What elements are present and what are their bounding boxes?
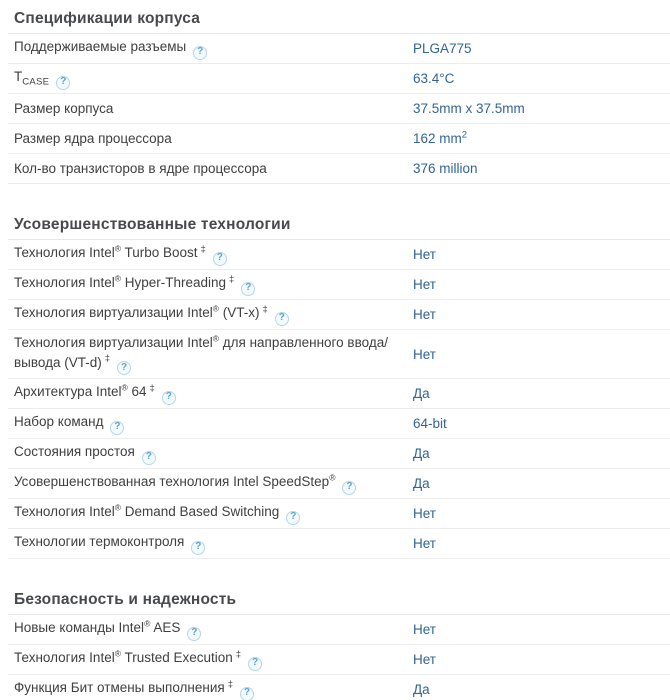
spec-value: Да bbox=[413, 446, 430, 461]
help-icon[interactable]: ? bbox=[342, 480, 357, 495]
spec-value: Нет bbox=[413, 506, 436, 521]
help-icon[interactable]: ? bbox=[193, 45, 208, 60]
spec-label: Архитектура Intel® 64 ‡? bbox=[14, 379, 413, 407]
spec-value: Да bbox=[413, 476, 430, 491]
spec-row: Кол-во транзисторов в ядре процессора 376… bbox=[8, 154, 670, 184]
spec-value: Нет bbox=[413, 652, 436, 667]
help-icon[interactable]: ? bbox=[239, 686, 254, 700]
spec-label: Набор команд? bbox=[14, 409, 413, 437]
value-superscript: 2 bbox=[461, 129, 468, 141]
registered-trademark-symbol: ® bbox=[144, 618, 151, 629]
spec-value: PLGA775 bbox=[413, 41, 472, 56]
spec-value: 376 million bbox=[413, 161, 478, 176]
section-title: Безопасность и надежность bbox=[8, 585, 670, 615]
registered-trademark-symbol: ® bbox=[114, 648, 121, 659]
help-icon[interactable]: ? bbox=[110, 420, 125, 435]
spec-row: TCASE? 63.4°C bbox=[8, 64, 670, 94]
registered-trademark-symbol: ® bbox=[212, 303, 220, 314]
spec-row: Новые команды Intel® AES? Нет bbox=[8, 615, 670, 645]
spec-value: Нет bbox=[413, 247, 436, 262]
spec-row: Архитектура Intel® 64 ‡? Да bbox=[8, 379, 670, 409]
help-icon[interactable]: ? bbox=[117, 360, 132, 375]
spec-value: Нет bbox=[413, 536, 436, 551]
spec-section: Спецификации корпуса Поддерживаемые разъе… bbox=[8, 4, 670, 184]
spec-label: Технология виртуализации Intel® (VT-x) ‡? bbox=[14, 300, 413, 328]
spec-row: Поддерживаемые разъемы? PLGA775 bbox=[8, 34, 670, 64]
spec-row: Технология Intel® Trusted Execution ‡? Нет bbox=[8, 645, 670, 675]
spec-label: Новые команды Intel® AES? bbox=[14, 615, 413, 643]
spec-section: Безопасность и надежность Новые команды I… bbox=[8, 585, 670, 700]
spec-value: 63.4°C bbox=[413, 71, 455, 86]
section-title: Усовершенствованные технологии bbox=[8, 210, 670, 240]
help-icon[interactable]: ? bbox=[141, 450, 156, 465]
spec-label: Технология Intel® Turbo Boost ‡? bbox=[14, 240, 413, 268]
spec-section: Усовершенствованные технологии Технология… bbox=[8, 210, 670, 559]
help-icon[interactable]: ? bbox=[56, 75, 71, 90]
spec-label: Усовершенствованная технология Intel Spe… bbox=[14, 469, 413, 497]
spec-label: Кол-во транзисторов в ядре процессора bbox=[14, 160, 267, 176]
spec-label: Технологии термоконтроля? bbox=[14, 529, 413, 557]
registered-trademark-symbol: ® bbox=[114, 243, 121, 254]
spec-value: Нет bbox=[413, 307, 436, 322]
spec-label: Функция Бит отмены выполнения ‡? bbox=[14, 675, 413, 700]
spec-value: Да bbox=[413, 386, 430, 401]
spec-value: Нет bbox=[413, 346, 436, 362]
spec-label: Технология виртуализации Intel® для напр… bbox=[14, 330, 413, 378]
spec-value: Нет bbox=[413, 622, 436, 637]
spec-row: Технология виртуализации Intel® (VT-x) ‡?… bbox=[8, 300, 670, 330]
registered-trademark-symbol: ® bbox=[121, 382, 128, 393]
double-dagger-footnote: ‡ bbox=[149, 382, 155, 394]
spec-row: Размер ядра процессора 162 mm2 bbox=[8, 124, 670, 154]
spec-row: Технология Intel® Turbo Boost ‡? Нет bbox=[8, 240, 670, 270]
help-icon[interactable]: ? bbox=[187, 626, 202, 641]
spec-row: Набор команд? 64-bit bbox=[8, 409, 670, 439]
spec-value: Нет bbox=[413, 277, 436, 292]
help-icon[interactable]: ? bbox=[191, 540, 206, 555]
spec-label: Технология Intel® Trusted Execution ‡? bbox=[14, 645, 413, 673]
spec-value: 37.5mm x 37.5mm bbox=[413, 101, 525, 116]
spec-row: Размер корпуса 37.5mm x 37.5mm bbox=[8, 94, 670, 124]
spec-label: Технология Intel® Demand Based Switching… bbox=[14, 499, 413, 527]
spec-label: Состояния простоя? bbox=[14, 439, 413, 467]
spec-label: Размер корпуса bbox=[14, 100, 114, 116]
registered-trademark-symbol: ® bbox=[114, 502, 121, 513]
spec-row: Технология Intel® Demand Based Switching… bbox=[8, 499, 670, 529]
spec-row: Состояния простоя? Да bbox=[8, 439, 670, 469]
double-dagger-footnote: ‡ bbox=[227, 678, 233, 690]
spec-sections: Спецификации корпуса Поддерживаемые разъе… bbox=[8, 4, 670, 700]
spec-value: Да bbox=[413, 682, 430, 697]
double-dagger-footnote: ‡ bbox=[235, 648, 242, 660]
double-dagger-footnote: ‡ bbox=[200, 243, 206, 255]
help-icon[interactable]: ? bbox=[274, 311, 289, 326]
spec-label: Поддерживаемые разъемы? bbox=[14, 34, 413, 62]
double-dagger-footnote: ‡ bbox=[229, 273, 235, 285]
help-icon[interactable]: ? bbox=[212, 251, 227, 266]
spec-row: Усовершенствованная технология Intel Spe… bbox=[8, 469, 670, 499]
registered-trademark-symbol: ® bbox=[212, 333, 220, 344]
spec-row: Технологии термоконтроля? Нет bbox=[8, 529, 670, 559]
spec-row: Технология виртуализации Intel® для напр… bbox=[8, 330, 670, 379]
spec-value: 64-bit bbox=[413, 416, 447, 431]
spec-label: Технология Intel® Hyper-Threading ‡? bbox=[14, 270, 413, 298]
spec-row: Технология Intel® Hyper-Threading ‡? Нет bbox=[8, 270, 670, 300]
section-title: Спецификации корпуса bbox=[8, 4, 670, 34]
registered-trademark-symbol: ® bbox=[329, 472, 336, 483]
help-icon[interactable]: ? bbox=[161, 390, 176, 405]
help-icon[interactable]: ? bbox=[248, 656, 263, 671]
help-icon[interactable]: ? bbox=[241, 281, 256, 296]
spec-row: Функция Бит отмены выполнения ‡? Да bbox=[8, 675, 670, 700]
label-subscript: CASE bbox=[22, 76, 50, 88]
spec-value: 162 mm2 bbox=[413, 129, 468, 146]
spec-label: Размер ядра процессора bbox=[14, 130, 172, 146]
spec-label: TCASE? bbox=[14, 64, 413, 92]
help-icon[interactable]: ? bbox=[286, 510, 301, 525]
registered-trademark-symbol: ® bbox=[114, 273, 121, 284]
double-dagger-footnote: ‡ bbox=[104, 353, 111, 365]
double-dagger-footnote: ‡ bbox=[262, 303, 268, 315]
